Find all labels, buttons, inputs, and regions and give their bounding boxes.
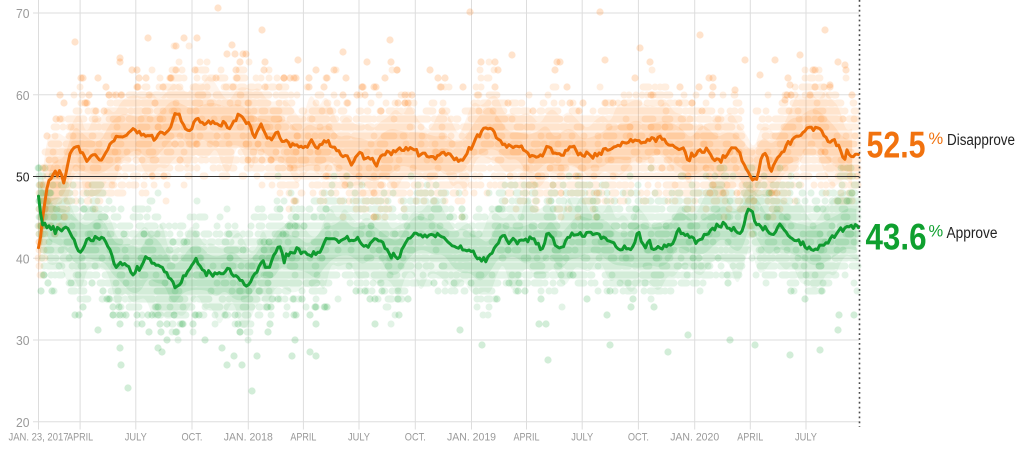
svg-text:OCT.: OCT.	[405, 432, 426, 444]
svg-text:JAN. 2018: JAN. 2018	[224, 432, 273, 444]
svg-text:JAN. 23, 2017: JAN. 23, 2017	[9, 432, 69, 444]
svg-text:20: 20	[16, 416, 30, 430]
svg-text:JAN. 2020: JAN. 2020	[670, 432, 719, 444]
svg-text:40: 40	[16, 252, 30, 266]
svg-text:OCT.: OCT.	[182, 432, 203, 444]
svg-text:%: %	[929, 223, 944, 241]
svg-text:JULY: JULY	[795, 432, 818, 444]
svg-text:52.5: 52.5	[867, 125, 926, 166]
svg-text:JULY: JULY	[348, 432, 371, 444]
svg-text:%: %	[929, 130, 944, 148]
svg-text:APRIL: APRIL	[737, 432, 763, 444]
svg-text:Disapprove: Disapprove	[947, 132, 1015, 149]
svg-text:APRIL: APRIL	[514, 432, 540, 444]
svg-text:43.6: 43.6	[866, 217, 927, 258]
svg-text:70: 70	[16, 7, 30, 21]
svg-text:APRIL: APRIL	[290, 432, 316, 444]
svg-text:JAN. 2019: JAN. 2019	[447, 432, 496, 444]
svg-text:APRIL: APRIL	[67, 432, 93, 444]
svg-text:JULY: JULY	[125, 432, 148, 444]
svg-text:OCT.: OCT.	[628, 432, 649, 444]
svg-text:Approve: Approve	[947, 225, 998, 242]
svg-text:50: 50	[16, 171, 30, 185]
svg-text:30: 30	[16, 334, 30, 348]
svg-text:60: 60	[16, 89, 30, 103]
svg-text:JULY: JULY	[571, 432, 594, 444]
